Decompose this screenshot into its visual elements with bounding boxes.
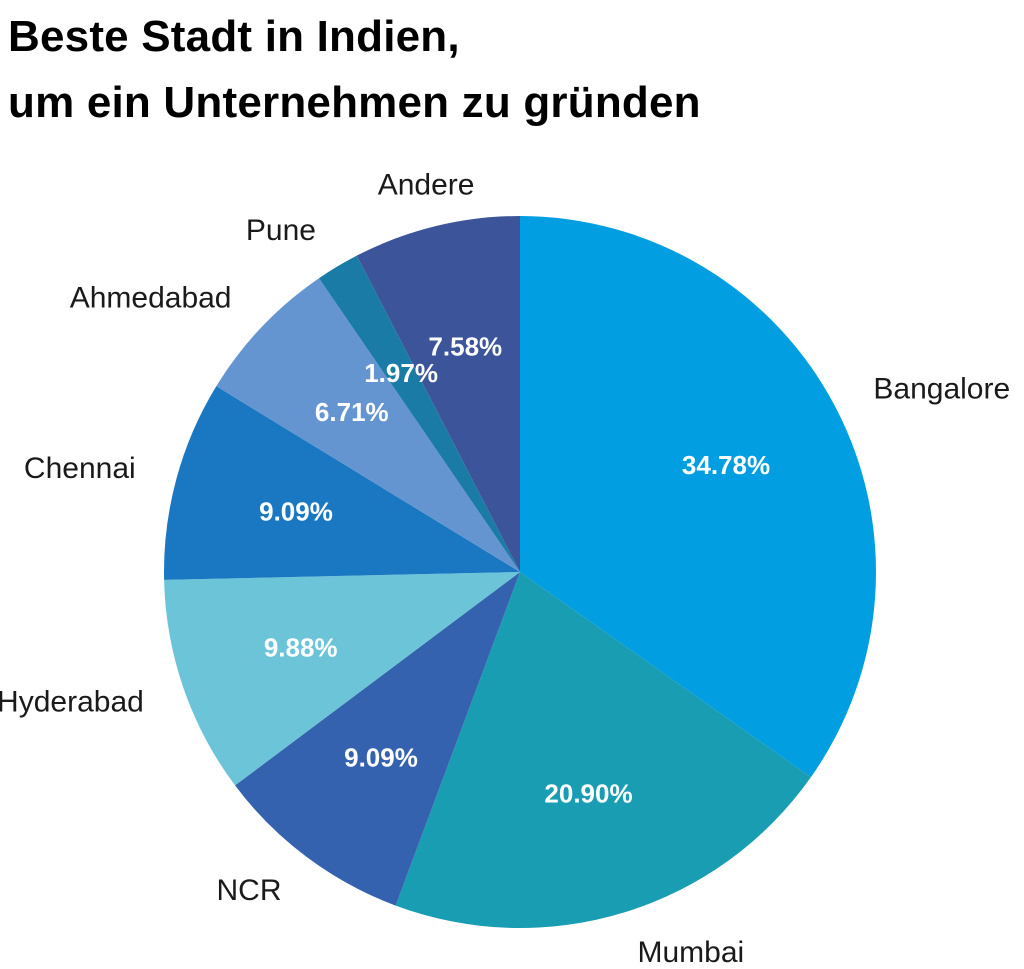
value-label-ncr: 9.09% (344, 743, 418, 773)
value-label-chennai: 9.09% (259, 497, 333, 527)
title-line-1: Beste Stadt in Indien, (8, 12, 460, 61)
value-label-pune: 1.97% (364, 358, 438, 388)
category-label-chennai: Chennai (24, 452, 136, 485)
value-label-bangalore: 34.78% (682, 450, 770, 480)
category-label-ahmedabad: Ahmedabad (70, 281, 232, 314)
pie-slice-mumbai (395, 572, 811, 928)
pie-slice-andere (356, 216, 520, 572)
category-label-ncr: NCR (217, 874, 282, 907)
pie-slice-chennai (164, 386, 520, 580)
pie-slices (164, 216, 876, 928)
category-label-andere: Andere (378, 169, 475, 202)
value-label-mumbai: 20.90% (544, 779, 632, 809)
title-line-2: um ein Unternehmen zu gründen (8, 78, 701, 127)
category-labels: Bangalore Mumbai NCR Hyderabad Chennai Ahmeda… (0, 169, 1010, 969)
category-label-hyderabad: Hyderabad (0, 685, 144, 718)
pie-slice-ahmedabad (216, 278, 520, 572)
value-labels: 34.78% 20.90% 9.09% 9.88% 9.09% 6.71% 1.97%7.5… (259, 332, 770, 809)
pie-slice-pune (318, 255, 520, 572)
value-label-hyderabad: 9.88% (264, 633, 338, 663)
category-label-mumbai: Mumbai (638, 936, 745, 969)
chart-title: Beste Stadt in Indien, um ein Unternehme… (8, 4, 701, 136)
pie-slice-ncr (235, 572, 521, 906)
pie-slice-hyderabad (164, 572, 520, 786)
value-label-ahmedabad: 6.71% (315, 397, 389, 427)
category-label-bangalore: Bangalore (873, 372, 1010, 405)
pie-slice-bangalore (520, 216, 876, 778)
value-label-andere: 7.58% (428, 332, 502, 362)
category-label-pune: Pune (246, 214, 316, 247)
